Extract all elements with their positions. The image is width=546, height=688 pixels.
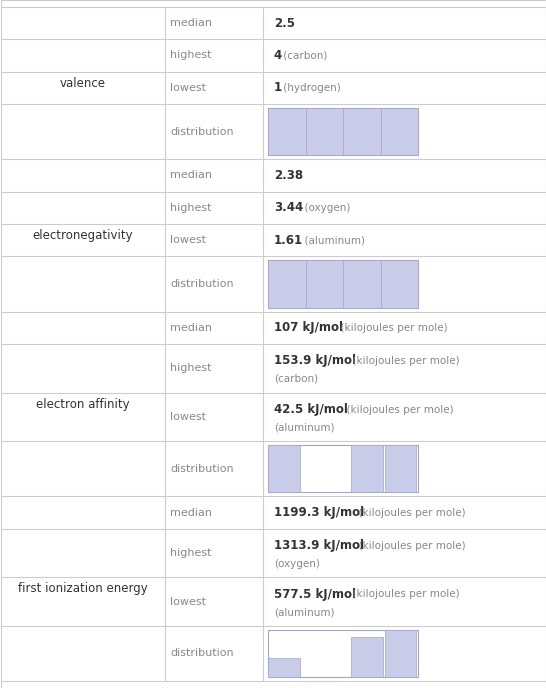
Text: (aluminum): (aluminum) xyxy=(274,608,334,617)
Bar xyxy=(381,261,418,308)
Text: 107 kJ/mol: 107 kJ/mol xyxy=(274,321,343,334)
Text: 3.44: 3.44 xyxy=(274,202,303,214)
Text: electron affinity: electron affinity xyxy=(36,398,130,411)
Text: lowest: lowest xyxy=(170,412,206,422)
Bar xyxy=(268,261,418,308)
Text: lowest: lowest xyxy=(170,235,206,245)
Text: (kilojoules per mole): (kilojoules per mole) xyxy=(334,323,447,333)
Text: lowest: lowest xyxy=(170,83,206,93)
Text: (hydrogen): (hydrogen) xyxy=(280,83,341,93)
Bar xyxy=(306,108,343,155)
Text: first ionization energy: first ionization energy xyxy=(18,582,148,595)
Bar xyxy=(385,445,417,492)
Bar xyxy=(306,261,343,308)
Bar xyxy=(352,637,383,677)
Text: (kilojoules per mole): (kilojoules per mole) xyxy=(352,508,465,517)
Bar xyxy=(268,658,300,677)
Text: median: median xyxy=(170,508,212,517)
Text: (oxygen): (oxygen) xyxy=(274,559,319,569)
Text: median: median xyxy=(170,171,212,180)
Text: distribution: distribution xyxy=(170,127,234,137)
Text: 2.5: 2.5 xyxy=(274,17,295,30)
Bar xyxy=(268,108,306,155)
Text: valence: valence xyxy=(60,76,106,89)
Text: distribution: distribution xyxy=(170,464,234,474)
Text: highest: highest xyxy=(170,548,212,558)
Text: highest: highest xyxy=(170,50,212,61)
Text: (carbon): (carbon) xyxy=(274,374,318,384)
Text: 1313.9 kJ/mol: 1313.9 kJ/mol xyxy=(274,539,364,552)
Text: median: median xyxy=(170,323,212,333)
Text: lowest: lowest xyxy=(170,596,206,607)
Bar xyxy=(268,445,418,492)
Text: distribution: distribution xyxy=(170,279,234,289)
Text: 153.9 kJ/mol: 153.9 kJ/mol xyxy=(274,354,355,367)
Text: 1: 1 xyxy=(274,81,282,94)
Text: highest: highest xyxy=(170,203,212,213)
Bar xyxy=(352,445,383,492)
Bar xyxy=(343,261,381,308)
Text: (aluminum): (aluminum) xyxy=(274,422,334,433)
Bar xyxy=(268,261,306,308)
Text: 4: 4 xyxy=(274,49,282,62)
Text: highest: highest xyxy=(170,363,212,374)
Text: 1199.3 kJ/mol: 1199.3 kJ/mol xyxy=(274,506,364,519)
Bar xyxy=(268,108,418,155)
Text: distribution: distribution xyxy=(170,649,234,658)
Text: electronegativity: electronegativity xyxy=(33,229,133,242)
Text: (oxygen): (oxygen) xyxy=(298,203,350,213)
Text: 2.38: 2.38 xyxy=(274,169,303,182)
Bar xyxy=(381,108,418,155)
Text: (aluminum): (aluminum) xyxy=(298,235,365,245)
Bar xyxy=(385,630,417,677)
Text: 577.5 kJ/mol: 577.5 kJ/mol xyxy=(274,588,355,601)
Bar xyxy=(343,108,381,155)
Text: (carbon): (carbon) xyxy=(280,50,327,61)
Text: median: median xyxy=(170,18,212,28)
Text: 1.61: 1.61 xyxy=(274,234,303,247)
Bar xyxy=(268,445,300,492)
Text: 42.5 kJ/mol: 42.5 kJ/mol xyxy=(274,403,348,416)
Text: (kilojoules per mole): (kilojoules per mole) xyxy=(340,405,453,415)
Text: (kilojoules per mole): (kilojoules per mole) xyxy=(346,356,459,366)
Text: (kilojoules per mole): (kilojoules per mole) xyxy=(346,590,459,599)
Text: (kilojoules per mole): (kilojoules per mole) xyxy=(352,541,465,550)
Bar xyxy=(268,630,418,677)
